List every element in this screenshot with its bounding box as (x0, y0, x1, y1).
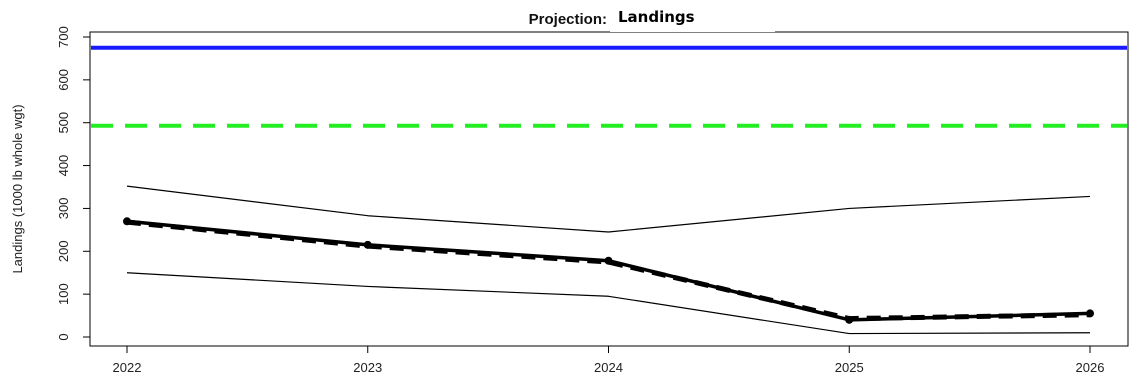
y-axis: 0 100 200 300 400 500 600 700 (56, 26, 91, 341)
data-point (604, 256, 613, 265)
x-tick-label: 2026 (1076, 360, 1105, 375)
data-point (845, 315, 854, 324)
reference-lines (91, 45, 1127, 128)
x-tick-label: 2025 (835, 360, 864, 375)
y-tick-label: 500 (56, 112, 71, 134)
series-line-3 (126, 185, 1091, 233)
data-point (363, 240, 372, 249)
y-tick-label: 300 (56, 198, 71, 220)
chart-title: Landings (618, 8, 695, 26)
x-tick-label: 2023 (353, 360, 382, 375)
y-tick-label: 400 (56, 155, 71, 177)
data-point (1086, 309, 1094, 318)
series-line-2 (126, 219, 1091, 322)
x-tick-label: 2024 (594, 360, 623, 375)
y-tick-label: 600 (56, 69, 71, 91)
x-axis: 2022 2023 2024 2025 2026 (113, 345, 1105, 375)
series-line-4 (126, 272, 1091, 335)
y-tick-label: 700 (56, 26, 71, 48)
plot-area-border (89, 31, 1129, 347)
x-tick-label: 2022 (113, 360, 142, 375)
series-points (123, 217, 1094, 324)
y-tick-label: 200 (56, 240, 71, 262)
y-axis-title: Landings (1000 lb whole wgt) (10, 104, 25, 273)
y-tick-label: 0 (56, 333, 71, 340)
title-background (610, 8, 775, 32)
y-tick-label: 100 (56, 283, 71, 305)
chart-title-prefix: Projection: (529, 11, 607, 28)
data-point (123, 217, 131, 226)
